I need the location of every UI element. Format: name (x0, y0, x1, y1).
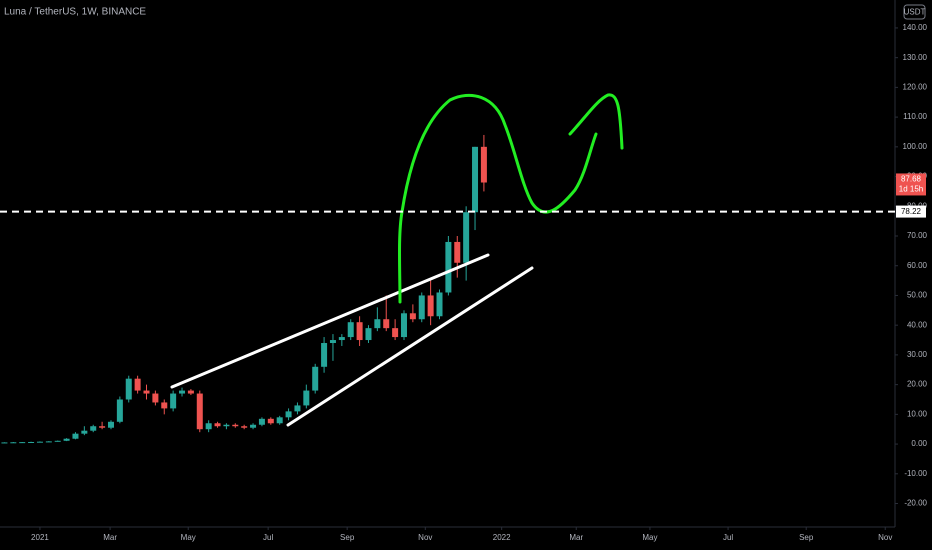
candle-body (267, 418, 274, 424)
candle-body (392, 328, 399, 338)
candle-body (54, 440, 61, 442)
x-tick-label: Jul (263, 533, 273, 542)
candle-body (365, 328, 372, 341)
candle-body (28, 441, 35, 443)
y-tick-label: 100.00 (903, 142, 928, 151)
plot (1, 134, 487, 444)
candle-body (454, 241, 461, 263)
candle-body (134, 378, 141, 391)
candle-body (312, 366, 319, 391)
currency-badge (903, 4, 926, 20)
candle-body (294, 405, 301, 412)
candle-body (152, 393, 159, 403)
candle-body (125, 378, 132, 400)
candle-body (409, 313, 416, 320)
candle-body (10, 442, 17, 444)
candle-body (1, 442, 8, 444)
candle-body (36, 441, 43, 443)
candle-body (329, 340, 336, 344)
candle-body (179, 390, 186, 394)
candle-body (116, 399, 123, 422)
trend-line (286, 266, 534, 427)
candle-body (170, 393, 177, 409)
y-tick-label: -10.00 (904, 469, 927, 478)
x-tick-label: Mar (103, 533, 117, 542)
x-tick-label: Mar (569, 533, 583, 542)
x-tick-label: Nov (878, 533, 892, 542)
candle-body (436, 292, 443, 317)
candle-body (90, 426, 97, 431)
y-tick-label: 40.00 (907, 320, 928, 329)
y-tick-label: 60.00 (907, 261, 928, 270)
candle-body (241, 426, 248, 428)
y-tick-label: 140.00 (903, 23, 928, 32)
drawing-curve (568, 93, 624, 150)
candle-body (19, 442, 26, 444)
candle-body (445, 241, 452, 293)
y-tick-label: 0.00 (911, 439, 927, 448)
candle-body (232, 424, 239, 427)
x-tick-label: Nov (418, 533, 432, 542)
price-tag (896, 205, 926, 218)
countdown-label: 1d 15h (899, 185, 923, 194)
candle-body (63, 438, 70, 441)
candle-body (285, 411, 292, 418)
candle-body (196, 393, 203, 430)
candle-body (472, 146, 479, 213)
candle-body (400, 313, 407, 338)
candle-body (205, 423, 212, 430)
x-tick-label: Sep (340, 533, 355, 542)
candle-body (374, 319, 381, 329)
x-tick-label: Sep (799, 533, 814, 542)
candle-body (72, 433, 79, 439)
candle-body (463, 212, 470, 263)
candle-body (338, 337, 345, 341)
x-tick-label: Jul (723, 533, 733, 542)
candle-body (303, 390, 310, 406)
y-tick-label: 50.00 (907, 291, 928, 300)
x-tick-label: 2022 (493, 533, 511, 542)
x-tick-label: 2021 (31, 533, 49, 542)
candle-body (276, 417, 283, 424)
trend-line (170, 253, 490, 389)
y-tick-label: 130.00 (903, 53, 928, 62)
candle-body (321, 343, 328, 367)
currency-label: USDT (904, 8, 926, 17)
candle-body (161, 402, 168, 409)
x-tick-label: May (181, 533, 196, 542)
candle-body (223, 424, 230, 427)
candle-body (214, 423, 221, 427)
candle-body (107, 421, 114, 428)
candle-body (418, 295, 425, 320)
y-tick-label: 110.00 (903, 112, 927, 121)
candle-body (187, 390, 194, 394)
price-tag-label: 78.22 (901, 207, 922, 216)
chart-title: Luna / TetherUS, 1W, BINANCE (4, 7, 146, 18)
candle-body (45, 441, 52, 443)
candle-body (81, 430, 88, 434)
candle-body (383, 319, 390, 329)
candle-body (356, 322, 363, 341)
candle-body (143, 390, 150, 394)
last-price-tag (896, 173, 926, 196)
y-tick-label: -20.00 (904, 499, 927, 508)
candle-body (427, 295, 434, 317)
x-tick-label: May (642, 533, 657, 542)
candle-body (480, 146, 487, 183)
y-tick-label: 30.00 (907, 350, 928, 359)
y-tick-label: 20.00 (907, 380, 928, 389)
last-price-label: 87.68 (901, 175, 922, 184)
candle-body (258, 418, 265, 425)
candle-body (250, 424, 257, 428)
y-tick-label: 70.00 (907, 231, 928, 240)
y-tick-label: 10.00 (907, 409, 928, 418)
candle-body (99, 426, 106, 428)
y-tick-label: 120.00 (903, 82, 928, 91)
candle-body (347, 322, 354, 338)
